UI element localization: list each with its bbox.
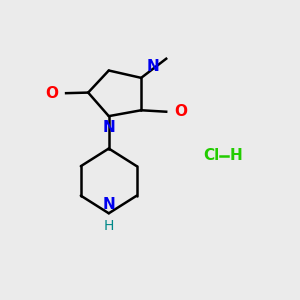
Text: H: H (103, 219, 114, 232)
Text: Cl: Cl (203, 148, 219, 164)
Text: N: N (102, 120, 115, 135)
Text: H: H (230, 148, 243, 164)
Text: O: O (174, 104, 188, 119)
Text: N: N (102, 197, 115, 212)
Text: N: N (146, 59, 159, 74)
Text: O: O (45, 86, 58, 101)
